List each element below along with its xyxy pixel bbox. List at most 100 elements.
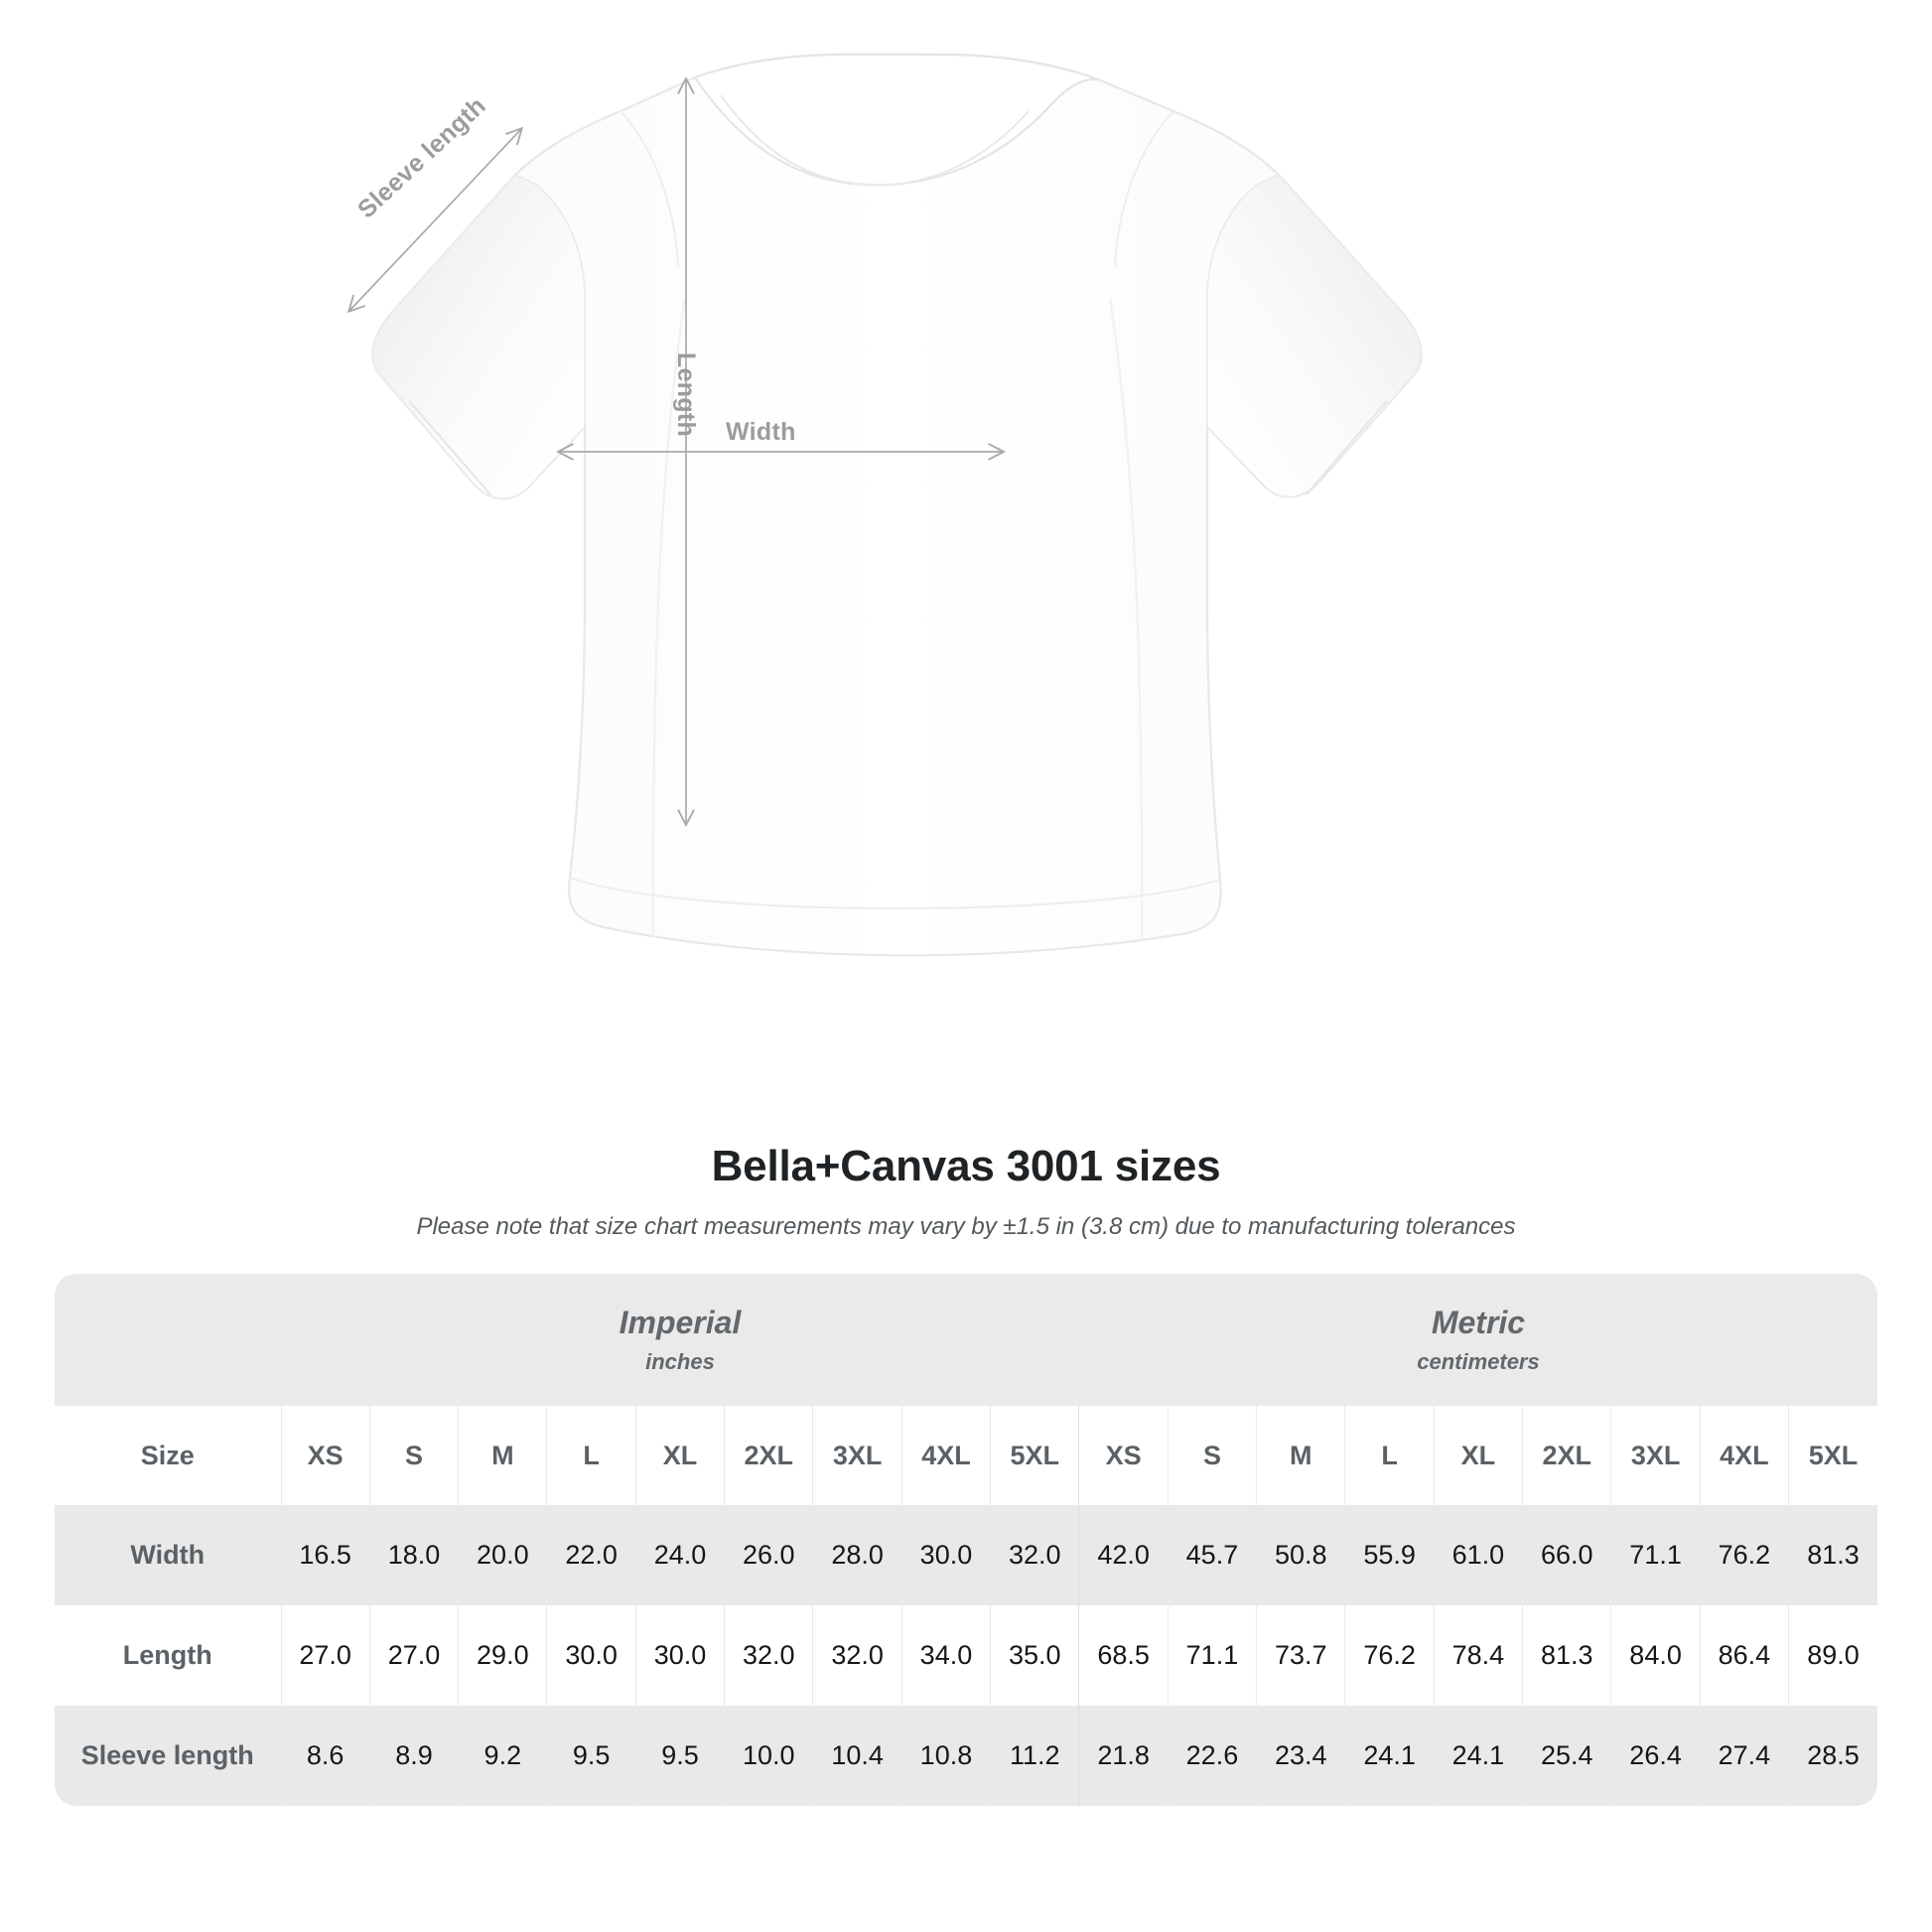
cell-length-imperial-xs: 27.0 (280, 1605, 370, 1706)
cell-length-metric-5xl: 89.0 (1788, 1605, 1877, 1706)
cell-sleeve-imperial-2xl: 10.0 (724, 1706, 813, 1806)
size-header-imperial-xl: XL (634, 1406, 725, 1505)
size-header-metric-5xl: 5XL (1788, 1406, 1877, 1505)
cell-sleeve-metric-3xl: 26.4 (1610, 1706, 1701, 1806)
size-header-metric-l: L (1344, 1406, 1435, 1505)
cell-sleeve-metric-xs: 21.8 (1078, 1706, 1169, 1806)
size-header-imperial-2xl: 2XL (724, 1406, 813, 1505)
cell-length-metric-s: 71.1 (1167, 1605, 1257, 1706)
cell-length-metric-2xl: 81.3 (1522, 1605, 1611, 1706)
bottom-hem-line (569, 876, 1221, 910)
table-row: Length 27.0 27.0 29.0 30.0 30.0 32.0 32.… (55, 1605, 1877, 1706)
cell-width-imperial-2xl: 26.0 (724, 1505, 813, 1605)
cell-width-metric-xl: 61.0 (1433, 1505, 1523, 1605)
size-header-imperial-s: S (368, 1406, 459, 1505)
unit-group-metric-name: Metric (1431, 1305, 1526, 1341)
cell-sleeve-metric-m: 23.4 (1256, 1706, 1345, 1806)
cell-length-metric-m: 73.7 (1256, 1605, 1345, 1706)
left-shoulder-seam (620, 110, 679, 267)
cell-sleeve-imperial-3xl: 10.4 (812, 1706, 902, 1806)
size-chart-heading: Bella+Canvas 3001 sizes Please note that… (0, 1142, 1932, 1241)
cell-length-imperial-3xl: 32.0 (812, 1605, 902, 1706)
unit-group-imperial: Imperial inches (281, 1274, 1079, 1406)
size-header-imperial-m: M (458, 1406, 547, 1505)
width-dimension-label: Width (726, 418, 796, 446)
unit-row-corner-cell (55, 1274, 281, 1406)
cell-length-metric-4xl: 86.4 (1699, 1605, 1789, 1706)
cell-length-imperial-5xl: 35.0 (990, 1605, 1079, 1706)
cell-sleeve-metric-xl: 24.1 (1433, 1706, 1523, 1806)
cell-width-metric-l: 55.9 (1344, 1505, 1435, 1605)
product-illustration: Sleeve length Length Width (346, 53, 1423, 957)
cell-width-metric-m: 50.8 (1256, 1505, 1345, 1605)
size-header-metric-s: S (1167, 1406, 1257, 1505)
cell-length-imperial-4xl: 34.0 (900, 1605, 991, 1706)
t-shirt-shape (371, 53, 1423, 957)
right-body-fold (1108, 297, 1144, 938)
unit-system-row: Imperial inches Metric centimeters (55, 1274, 1877, 1406)
cell-width-metric-2xl: 66.0 (1522, 1505, 1611, 1605)
cell-length-imperial-s: 27.0 (368, 1605, 459, 1706)
t-shirt-illustration-svg (346, 53, 1423, 957)
row-label-length: Length (55, 1605, 281, 1706)
cell-length-imperial-l: 30.0 (546, 1605, 636, 1706)
cell-width-imperial-5xl: 32.0 (990, 1505, 1079, 1605)
length-dimension-label: Length (672, 352, 700, 438)
cell-sleeve-imperial-xs: 8.6 (280, 1706, 370, 1806)
cell-sleeve-metric-2xl: 25.4 (1522, 1706, 1611, 1806)
table-row: Sleeve length 8.6 8.9 9.2 9.5 9.5 10.0 1… (55, 1706, 1877, 1806)
size-header-imperial-l: L (546, 1406, 636, 1505)
cell-sleeve-metric-l: 24.1 (1344, 1706, 1435, 1806)
cell-sleeve-imperial-m: 9.2 (458, 1706, 547, 1806)
size-table-container: Imperial inches Metric centimeters Size … (55, 1274, 1877, 1806)
cell-length-metric-xs: 68.5 (1078, 1605, 1169, 1706)
cell-sleeve-imperial-4xl: 10.8 (900, 1706, 991, 1806)
right-sleeve-path (1206, 174, 1423, 498)
cell-length-imperial-2xl: 32.0 (724, 1605, 813, 1706)
cell-width-imperial-l: 22.0 (546, 1505, 636, 1605)
size-header-imperial-xs: XS (280, 1406, 370, 1505)
size-header-imperial-3xl: 3XL (812, 1406, 902, 1505)
left-body-fold (651, 297, 687, 938)
cell-width-imperial-m: 20.0 (458, 1505, 547, 1605)
right-sleeve-hem (1306, 400, 1388, 495)
size-header-metric-4xl: 4XL (1699, 1406, 1789, 1505)
left-sleeve-hem (408, 400, 491, 495)
cell-width-metric-4xl: 76.2 (1699, 1505, 1789, 1605)
cell-width-imperial-4xl: 30.0 (900, 1505, 991, 1605)
unit-group-imperial-name: Imperial (619, 1305, 742, 1341)
cell-sleeve-imperial-s: 8.9 (368, 1706, 459, 1806)
cell-length-metric-l: 76.2 (1344, 1605, 1435, 1706)
sleeve-length-arrow (346, 126, 524, 314)
row-label-sleeve-length: Sleeve length (55, 1706, 281, 1806)
cell-sleeve-imperial-5xl: 11.2 (990, 1706, 1079, 1806)
unit-group-metric: Metric centimeters (1078, 1274, 1877, 1406)
table-row: Width 16.5 18.0 20.0 22.0 24.0 26.0 28.0… (55, 1505, 1877, 1605)
cell-width-imperial-s: 18.0 (368, 1505, 459, 1605)
cell-sleeve-imperial-l: 9.5 (546, 1706, 636, 1806)
cell-length-metric-3xl: 84.0 (1610, 1605, 1701, 1706)
collar-inner (720, 94, 1030, 187)
cell-width-metric-xs: 42.0 (1078, 1505, 1169, 1605)
cell-length-imperial-m: 29.0 (458, 1605, 547, 1706)
size-header-metric-2xl: 2XL (1522, 1406, 1611, 1505)
size-chart-table: Imperial inches Metric centimeters Size … (55, 1274, 1877, 1806)
size-header-imperial-4xl: 4XL (900, 1406, 991, 1505)
cell-sleeve-metric-s: 22.6 (1167, 1706, 1257, 1806)
size-header-metric-xs: XS (1078, 1406, 1169, 1505)
cell-width-metric-5xl: 81.3 (1788, 1505, 1877, 1605)
dimension-lines (346, 75, 1007, 828)
cell-sleeve-metric-5xl: 28.5 (1788, 1706, 1877, 1806)
left-sleeve-path (371, 174, 586, 500)
unit-group-metric-unit: centimeters (1417, 1348, 1540, 1374)
cell-width-imperial-xs: 16.5 (280, 1505, 370, 1605)
size-header-label: Size (55, 1406, 281, 1505)
size-header-metric-m: M (1256, 1406, 1345, 1505)
right-shoulder-seam (1114, 110, 1174, 267)
page-title: Bella+Canvas 3001 sizes (711, 1142, 1221, 1190)
cell-sleeve-imperial-xl: 9.5 (634, 1706, 725, 1806)
cell-length-metric-xl: 78.4 (1433, 1605, 1523, 1706)
cell-width-imperial-3xl: 28.0 (812, 1505, 902, 1605)
size-header-imperial-5xl: 5XL (990, 1406, 1079, 1505)
